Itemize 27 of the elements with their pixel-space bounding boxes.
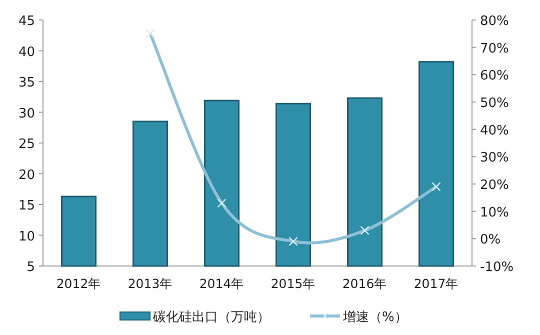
- y2-tick-label: 70%: [480, 41, 509, 56]
- y-tick-label: 10: [18, 229, 35, 244]
- y2-tick-label: -10%: [480, 260, 514, 275]
- y2-tick-label: 40%: [480, 123, 509, 138]
- x-tick-label: 2014年: [199, 276, 244, 291]
- x-tick-label: 2012年: [56, 276, 102, 291]
- y-tick-label: 5: [26, 260, 35, 275]
- y2-tick-label: 80%: [480, 14, 509, 29]
- y2-tick-label: 0%: [480, 232, 501, 248]
- legend-label: 增速（%）: [342, 310, 408, 325]
- x-tick-label: 2016年: [342, 276, 388, 291]
- y-tick-label: 35: [18, 76, 35, 90]
- y2-tick-label: 30%: [480, 150, 509, 166]
- y2-tick-label: 60%: [480, 68, 509, 84]
- y-tick-label: 40: [18, 44, 35, 60]
- y-tick-label: 45: [18, 14, 35, 29]
- y-tick-label: 20: [18, 168, 35, 183]
- y2-tick-label: 10%: [480, 205, 509, 220]
- y-tick-label: 25: [18, 137, 35, 152]
- x-tick-label: 2017年: [414, 276, 459, 291]
- y2-tick-label: 20%: [480, 178, 509, 193]
- legend-label: 碳化硅出口（万吨）: [152, 310, 270, 325]
- y-tick-label: 15: [18, 198, 35, 214]
- y-tick-label: 30: [18, 106, 35, 122]
- x-tick-label: 2015年: [270, 276, 316, 291]
- y2-tick-label: 50%: [480, 96, 509, 111]
- x-tick-label: 2013年: [128, 276, 173, 291]
